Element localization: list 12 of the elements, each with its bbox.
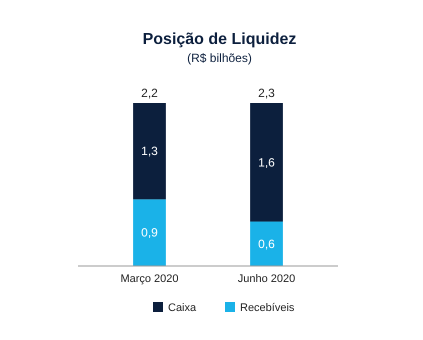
chart-title: Posição de Liquidez (142, 31, 296, 48)
total-label: 2,3 (258, 86, 276, 100)
total-label: 2,2 (141, 86, 158, 100)
x-tick-label: Junho 2020 (238, 273, 296, 285)
x-tick-label: Março 2020 (120, 273, 179, 285)
data-label: 1,3 (141, 144, 158, 158)
chart-subtitle: (R$ bilhões) (187, 51, 252, 65)
data-label: 0,9 (141, 226, 158, 240)
data-label: 0,6 (258, 236, 276, 251)
legend-label: Caixa (168, 302, 198, 314)
data-label: 1,6 (258, 155, 276, 170)
legend-label: Recebíveis (240, 302, 295, 314)
